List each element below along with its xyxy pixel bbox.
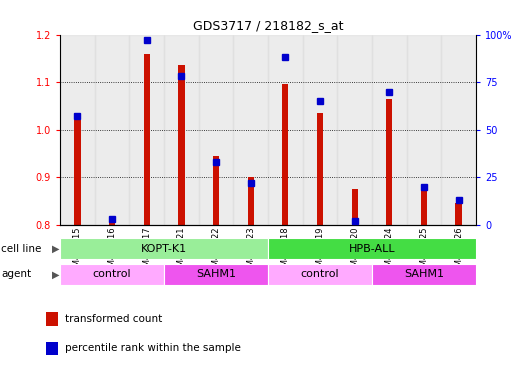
Text: ▶: ▶ [52,269,60,280]
Bar [74,120,81,225]
Text: SAHM1: SAHM1 [196,269,236,280]
Bar [351,189,358,225]
Text: SAHM1: SAHM1 [404,269,444,280]
Bar [317,113,323,225]
Bar [233,35,268,225]
Text: KOPT-K1: KOPT-K1 [141,243,187,254]
Bar [47,342,58,355]
Bar [60,264,164,285]
Text: percentile rank within the sample: percentile rank within the sample [65,343,241,353]
Bar [421,189,427,225]
Title: GDS3717 / 218182_s_at: GDS3717 / 218182_s_at [193,19,343,32]
Bar [386,99,392,225]
Text: control: control [301,269,339,280]
Bar [268,35,303,225]
Bar [441,35,476,225]
Text: agent: agent [1,269,31,280]
Bar [337,35,372,225]
Text: ▶: ▶ [52,243,60,254]
Bar [247,177,254,225]
Bar [268,264,372,285]
Bar [268,238,476,259]
Text: HPB-ALL: HPB-ALL [349,243,395,254]
Bar [60,35,95,225]
Text: control: control [93,269,131,280]
Bar [456,203,462,225]
Bar [407,35,441,225]
Bar [164,35,199,225]
Bar [164,264,268,285]
Bar [372,35,407,225]
Text: cell line: cell line [1,243,41,254]
Text: transformed count: transformed count [65,314,162,324]
Bar [282,84,289,225]
Bar [47,312,58,326]
Bar [129,35,164,225]
Bar [303,35,337,225]
Bar [199,35,233,225]
Bar [109,220,115,225]
Bar [372,264,476,285]
Bar [95,35,129,225]
Bar [213,156,219,225]
Bar [144,54,150,225]
Bar [60,238,268,259]
Bar [178,65,185,225]
